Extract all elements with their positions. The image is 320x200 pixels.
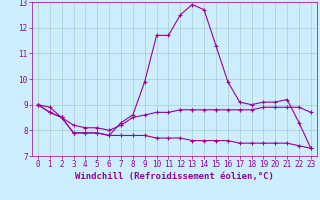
X-axis label: Windchill (Refroidissement éolien,°C): Windchill (Refroidissement éolien,°C) bbox=[75, 172, 274, 181]
